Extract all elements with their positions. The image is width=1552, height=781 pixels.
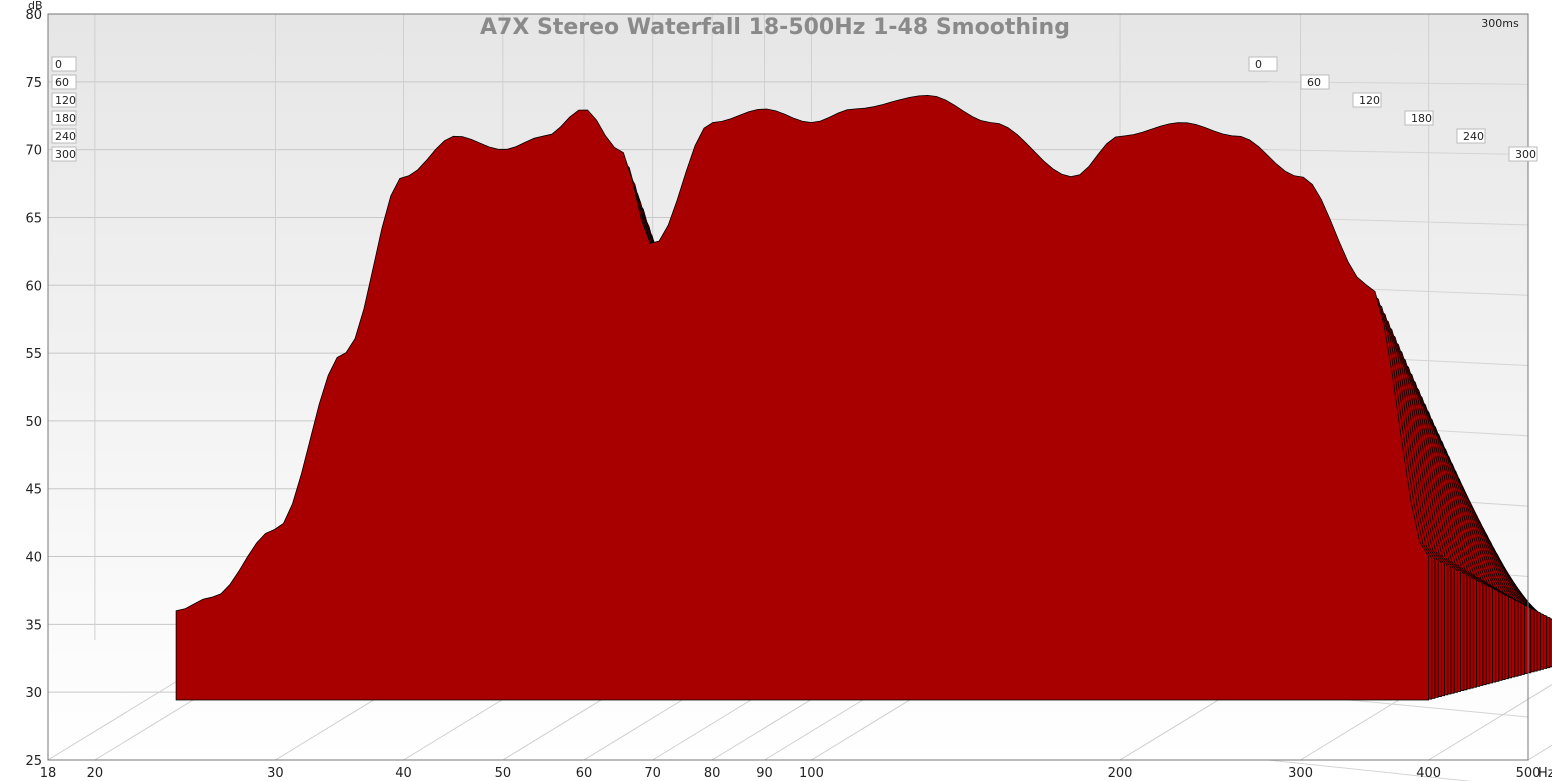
x-tick-label: 30 [267,766,284,781]
x-tick-label: 400 [1416,766,1441,781]
time-label-right: 300 [1515,148,1536,161]
y-tick-label: 65 [25,211,42,226]
y-tick-label: 40 [25,551,42,566]
time-label-box [1456,128,1486,144]
time-label-left: 60 [55,76,69,89]
plot-frame [47,13,1529,761]
time-label-right: 120 [1359,94,1380,107]
y-gridline-perspective [1267,149,1529,156]
time-label-box [51,110,77,126]
time-label-right: 240 [1463,130,1484,143]
time-labels: 300ms 0 60 120 180 240 300 0 60 120 180 240 300 [51,17,1538,162]
time-label-right: 60 [1307,76,1321,89]
time-label-left: 300 [55,148,76,161]
time-label-box [51,56,77,72]
time-label-box [51,146,77,162]
y-tick-label: 25 [25,754,42,769]
time-label-box [1508,146,1538,162]
y-tick-label: 45 [25,483,42,498]
x-tick-label: 80 [704,766,721,781]
time-label-right: 180 [1411,112,1432,125]
y-tick-label: 75 [25,76,42,91]
x-tick-label: 20 [87,766,104,781]
chart-title: A7X Stereo Waterfall 18-500Hz 1-48 Smoot… [480,15,1070,40]
y-ticks: 80 75 70 65 60 55 50 45 40 35 30 25 [25,8,42,769]
time-label-box [51,128,77,144]
time-max-label: 300ms [1481,17,1519,30]
x-tick-label: 90 [756,766,773,781]
x-tick-label: 18 [40,766,57,781]
y-tick-label: 70 [25,144,42,159]
x-tick-label: 200 [1108,766,1133,781]
x-tick-label: 60 [576,766,593,781]
y-tick-label: 30 [25,686,42,701]
time-label-left: 0 [55,58,62,71]
y-tick-label: 80 [25,8,42,23]
y-tick-label: 35 [25,618,42,633]
time-label-box [1352,92,1382,108]
y-tick-label: 55 [25,347,42,362]
x-tick-label: 40 [395,766,412,781]
floor-gridline [1428,684,1552,761]
waterfall-slice [175,94,1430,701]
y-axis-label: dB [28,0,43,12]
y-tick-label: 50 [25,415,42,430]
y-gridline-perspective [1267,759,1473,781]
x-unit-label: Hz [1538,766,1552,781]
x-tick-label: 100 [799,766,824,781]
time-label-box [51,74,77,90]
y-tick-label: 60 [25,279,42,294]
time-label-left: 240 [55,130,76,143]
time-label-left: 180 [55,112,76,125]
time-label-left: 120 [55,94,76,107]
time-label-box [1248,56,1278,72]
time-label-box [51,92,77,108]
x-tick-label: 70 [644,766,661,781]
waterfall-surface [175,94,1552,701]
x-tick-label: 300 [1288,766,1313,781]
x-tick-label: 50 [495,766,512,781]
time-label-box [1404,110,1434,126]
x-ticks: 18 20 30 40 50 60 70 80 90 100 200 300 400 500 [40,766,1541,781]
x-tick-label: 500 [1516,766,1541,781]
time-label-right: 0 [1255,58,1262,71]
time-label-box [1300,74,1330,90]
